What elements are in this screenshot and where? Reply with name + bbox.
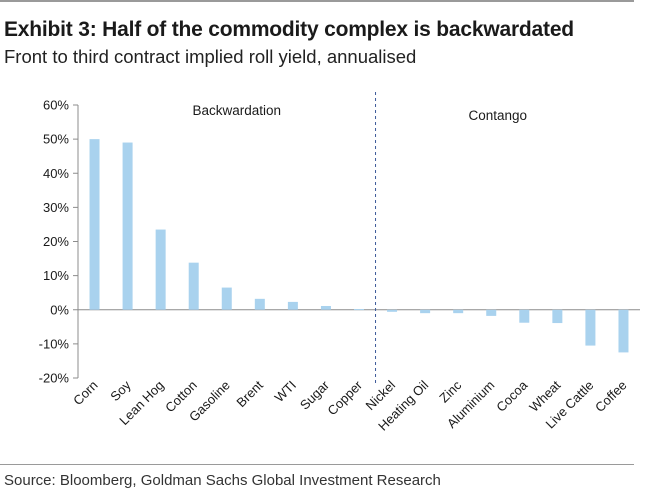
y-tick-label: 30%: [43, 200, 69, 215]
x-tick-label: Cocoa: [493, 377, 531, 415]
x-tick-label: Corn: [70, 378, 101, 409]
bar-coffee: [618, 309, 629, 353]
x-tick-label: Zinc: [436, 377, 464, 405]
x-tick-label: Brent: [233, 377, 266, 410]
y-tick-label: 10%: [43, 268, 69, 283]
bar-soy: [122, 142, 133, 310]
x-tick-label: WTI: [272, 378, 299, 405]
bar-zinc: [453, 309, 464, 314]
bar-aluminium: [486, 309, 497, 316]
contango-label: Contango: [468, 108, 527, 123]
bar-wti: [287, 301, 298, 310]
bar-gasoline: [221, 287, 232, 310]
bar-brent: [254, 298, 265, 310]
bar-live-cattle: [585, 309, 596, 346]
bar-heating-oil: [420, 309, 431, 314]
y-tick-label: 40%: [43, 166, 69, 181]
bar-nickel: [387, 309, 398, 312]
exhibit-title: Exhibit 3: Half of the commodity complex…: [4, 18, 574, 41]
y-tick-label: 50%: [43, 132, 69, 147]
source-note: Source: Bloomberg, Goldman Sachs Global …: [4, 472, 441, 489]
y-tick-label: -10%: [39, 336, 70, 351]
top-rule: [0, 0, 634, 2]
bar-sugar: [320, 305, 331, 310]
bar-cocoa: [519, 309, 530, 323]
bar-lean-hog: [155, 229, 166, 310]
x-tick-label: Coffee: [592, 378, 630, 416]
y-tick-label: 60%: [43, 98, 69, 113]
bar-copper: [354, 309, 364, 311]
bottom-rule: [0, 464, 634, 465]
x-tick-label: Copper: [324, 377, 365, 418]
bar-corn: [89, 139, 100, 310]
backwardation-label: Backwardation: [192, 103, 281, 118]
bar-wheat: [552, 309, 563, 324]
y-tick-label: 0%: [50, 302, 69, 317]
x-tick-label: Soy: [107, 377, 134, 404]
y-tick-label: 20%: [43, 234, 69, 249]
exhibit-subtitle: Front to third contract implied roll yie…: [4, 46, 417, 67]
bar-cotton: [188, 262, 199, 310]
y-tick-label: -20%: [39, 371, 70, 386]
